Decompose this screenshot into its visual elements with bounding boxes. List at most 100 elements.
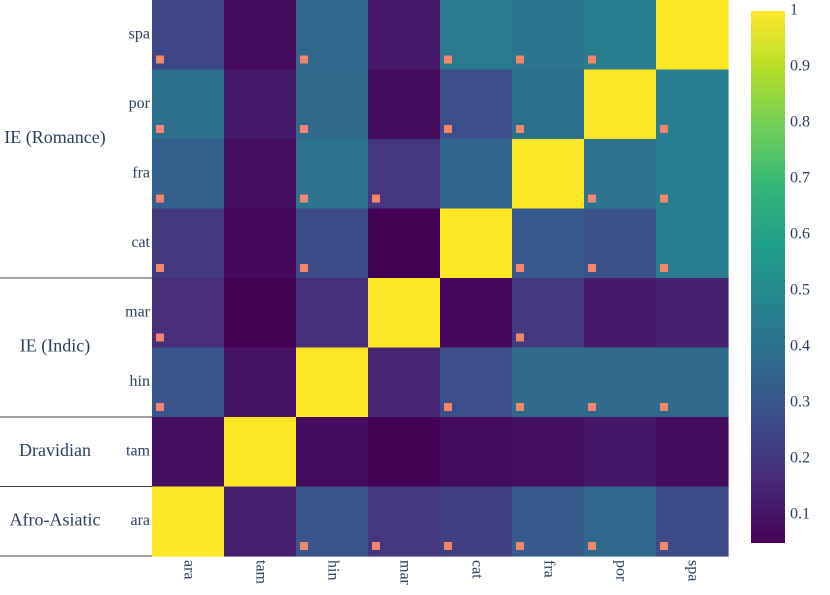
heatmap-cell-hin-fra [512,347,585,418]
marker-cat-spa [660,264,668,272]
heatmap-cell-tam-mar [368,417,441,488]
heatmap-cell-cat-ara [152,208,225,279]
heatmap-cell-cat-fra [512,208,585,279]
heatmap-cell-mar-cat [440,278,513,349]
y-tick-label-tam: tam [126,442,151,459]
heatmap-cell-ara-hin [296,486,369,557]
group-label-0: IE (Romance) [4,127,105,148]
heatmap-cell-hin-hin [296,347,369,418]
marker-por-cat [444,125,452,133]
marker-spa-hin [300,55,308,64]
marker-cat-ara [156,264,164,272]
marker-spa-fra [516,55,524,64]
heatmap-cell-ara-spa [656,486,729,557]
heatmap-cell-hin-por [584,347,657,418]
heatmap-cell-hin-spa [656,347,729,418]
heatmap-cell-por-mar [368,69,441,140]
colorbar-tick-0.7: 0.7 [790,170,810,187]
marker-hin-spa [660,403,668,411]
colorbar-tick-0.9: 0.9 [790,58,810,75]
heatmap-cell-cat-por [584,208,657,279]
heatmap-cell-fra-por [584,139,657,210]
heatmap-cell-por-por [584,69,657,140]
heatmap-cell-mar-fra [512,278,585,349]
colorbar-gradient [751,11,785,543]
heatmap-cell-tam-por [584,417,657,488]
marker-spa-ara [156,55,164,64]
heatmap-cell-mar-por [584,278,657,349]
heatmap-cell-mar-mar [368,278,441,349]
marker-spa-cat [444,55,452,64]
heatmap-cell-hin-ara [152,347,225,418]
marker-fra-por [588,194,596,203]
colorbar-tick-0.6: 0.6 [790,226,810,243]
heatmap-cell-fra-mar [368,139,441,210]
y-tick-label-fra: fra [132,164,150,181]
heatmap-cell-ara-tam [224,486,297,557]
heatmap-cell-por-hin [296,69,369,140]
colorbar-tick-0.1: 0.1 [790,506,810,523]
y-axis-tick-labels: spa por fra cat mar hin tam ara [125,25,151,529]
marker-por-ara [156,125,164,133]
marker-ara-hin [300,542,308,550]
heatmap-cell-ara-fra [512,486,585,557]
heatmap-cell-spa-fra [512,0,585,71]
heatmap-cell-spa-spa [656,0,729,71]
y-tick-label-spa: spa [129,25,150,42]
heatmap-cell-tam-cat [440,417,513,488]
marker-spa-por [588,55,596,64]
marker-hin-cat [444,403,452,411]
group-label-2: Dravidian [19,440,91,460]
heatmap-cell-fra-spa [656,139,729,210]
heatmap-cell-spa-mar [368,0,441,71]
heatmap-cell-por-tam [224,69,297,140]
colorbar-tick-0.4: 0.4 [790,338,810,355]
y-axis-group-labels: IE (Romance) IE (Indic) Dravidian Afro-Asia… [0,127,152,557]
heatmap-cell-spa-por [584,0,657,71]
x-tick-label-spa: spa [684,560,701,581]
heatmap-cell-spa-ara [152,0,225,71]
marker-cat-por [588,264,596,272]
marker-ara-fra [516,542,524,550]
heatmap-cell-mar-tam [224,278,297,349]
heatmap-cell-spa-tam [224,0,297,71]
marker-mar-fra [516,333,524,342]
heatmap-cell-cat-cat [440,208,513,279]
marker-cat-hin [300,264,308,272]
marker-ara-por [588,542,596,550]
heatmap-cell-fra-ara [152,139,225,210]
heatmap-cell-por-fra [512,69,585,140]
heatmap-cell-fra-hin [296,139,369,210]
x-tick-label-mar: mar [396,560,413,586]
heatmap-cells [152,0,729,557]
heatmap-cell-mar-ara [152,278,225,349]
heatmap-cell-tam-spa [656,417,729,488]
heatmap-cell-por-ara [152,69,225,140]
marker-cat-fra [516,264,524,272]
y-tick-label-mar: mar [125,303,151,320]
marker-por-hin [300,125,308,133]
heatmap-cell-tam-hin [296,417,369,488]
y-tick-label-por: por [129,95,151,112]
significance-markers [156,55,668,550]
marker-hin-por [588,403,596,411]
heatmap-cell-cat-tam [224,208,297,279]
colorbar-tick-0.8: 0.8 [790,114,810,131]
heatmap-cell-fra-tam [224,139,297,210]
heatmap-cell-mar-hin [296,278,369,349]
heatmap-cell-tam-ara [152,417,225,488]
marker-ara-cat [444,542,452,550]
heatmap-cell-spa-hin [296,0,369,71]
x-tick-label-fra: fra [540,560,557,578]
marker-hin-ara [156,403,164,411]
x-tick-label-ara: ara [180,560,197,580]
marker-fra-ara [156,194,164,203]
heatmap-cell-ara-por [584,486,657,557]
marker-hin-fra [516,403,524,411]
heatmap-cell-por-spa [656,69,729,140]
heatmap-cell-hin-cat [440,347,513,418]
x-tick-label-hin: hin [324,560,341,580]
x-tick-label-tam: tam [252,560,269,585]
colorbar-tick-0.5: 0.5 [790,282,810,299]
heatmap-cell-ara-ara [152,486,225,557]
